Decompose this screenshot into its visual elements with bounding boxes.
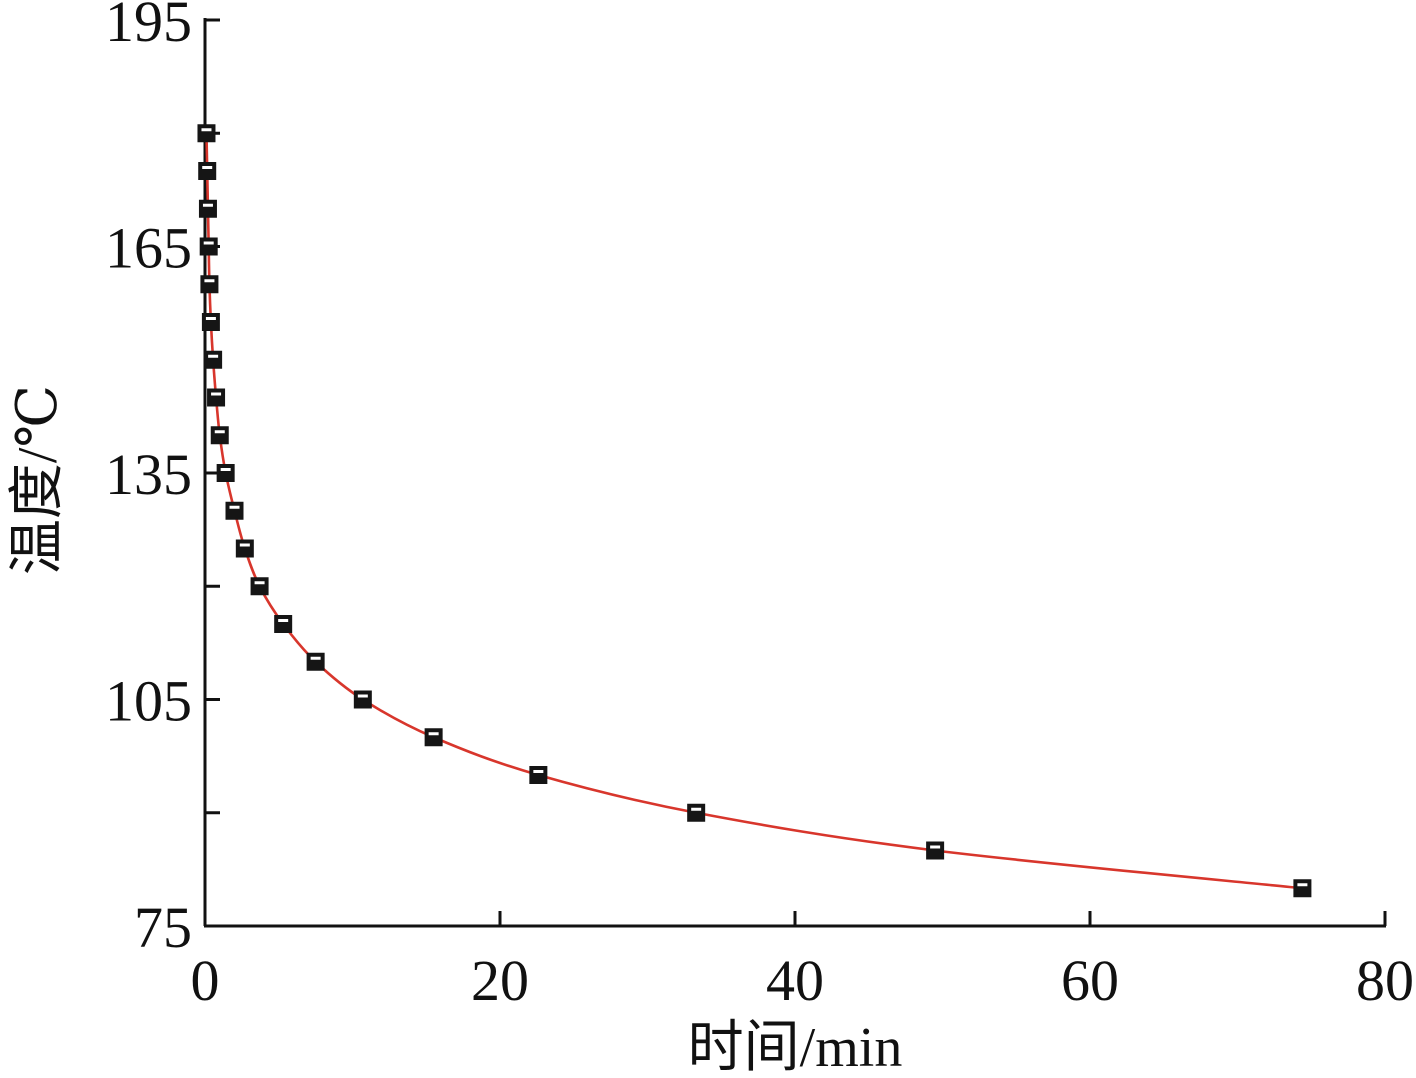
data-point	[926, 841, 945, 860]
fit-curve	[205, 131, 1304, 890]
y-ticks: 75 105 135 165 195	[105, 0, 220, 960]
x-tick-label: 0	[191, 948, 220, 1013]
marker-square	[235, 539, 254, 558]
marker-square	[200, 275, 219, 294]
data-point	[306, 652, 325, 671]
data-point	[198, 162, 217, 180]
marker-highlight	[205, 317, 216, 320]
marker-square	[424, 728, 443, 747]
marker-square	[250, 577, 269, 596]
marker-highlight	[202, 166, 213, 169]
y-tick-label: 135	[105, 442, 192, 507]
marker-square	[198, 199, 217, 218]
x-ticks: 0 20 40 60 80	[191, 911, 1414, 1013]
data-point	[353, 690, 372, 709]
data-point	[235, 539, 254, 558]
marker-square	[225, 501, 244, 520]
marker-square	[926, 841, 945, 860]
marker-highlight	[691, 807, 702, 811]
data-point	[207, 388, 226, 407]
data-point	[687, 803, 706, 822]
x-tick-label: 60	[1061, 948, 1119, 1013]
x-tick-label: 20	[471, 948, 529, 1013]
marker-highlight	[202, 203, 213, 207]
data-point	[529, 766, 548, 784]
marker-highlight	[428, 732, 439, 736]
marker-highlight	[533, 770, 544, 773]
marker-highlight	[229, 505, 240, 509]
marker-highlight	[208, 354, 219, 358]
data-point	[198, 199, 217, 218]
marker-square	[210, 426, 229, 445]
marker-square	[199, 237, 218, 256]
marker-square	[306, 652, 325, 671]
data-point	[197, 124, 216, 143]
marker-square	[274, 615, 293, 633]
x-tick-label: 40	[766, 948, 824, 1013]
marker-square	[216, 464, 235, 482]
marker-highlight	[310, 656, 321, 660]
marker-highlight	[201, 128, 212, 132]
marker-highlight	[211, 392, 222, 396]
data-point	[250, 577, 269, 596]
data-point	[200, 275, 219, 294]
marker-highlight	[239, 543, 250, 547]
marker-square	[204, 350, 223, 369]
data-point	[225, 501, 244, 520]
marker-highlight	[357, 694, 368, 698]
marker-square	[207, 388, 226, 407]
data-point	[210, 426, 229, 445]
y-axis-label: 温度/℃	[7, 385, 69, 575]
y-tick-label: 165	[105, 216, 192, 281]
data-markers	[197, 124, 1312, 898]
marker-highlight	[204, 279, 215, 283]
x-tick-label: 80	[1356, 948, 1414, 1013]
marker-square	[353, 690, 372, 709]
marker-square	[1293, 879, 1312, 898]
marker-highlight	[220, 468, 231, 471]
marker-square	[687, 803, 706, 822]
data-point	[201, 313, 220, 331]
marker-square	[197, 124, 216, 143]
marker-highlight	[254, 581, 265, 585]
marker-highlight	[930, 845, 941, 849]
data-point	[204, 350, 223, 369]
data-point	[216, 464, 235, 482]
y-tick-label: 105	[105, 669, 192, 734]
data-point	[1293, 879, 1312, 898]
marker-square	[198, 162, 217, 180]
data-point	[274, 615, 293, 633]
data-point	[199, 237, 218, 256]
data-point	[424, 728, 443, 747]
marker-square	[529, 766, 548, 784]
marker-highlight	[278, 619, 289, 622]
plot-axes	[203, 18, 1386, 928]
y-tick-label: 75	[134, 895, 192, 960]
y-tick-label: 195	[105, 0, 192, 54]
marker-highlight	[203, 241, 214, 245]
marker-highlight	[214, 430, 225, 434]
marker-highlight	[1297, 883, 1308, 887]
marker-square	[201, 313, 220, 331]
x-axis-label: 时间/min	[688, 1017, 903, 1078]
